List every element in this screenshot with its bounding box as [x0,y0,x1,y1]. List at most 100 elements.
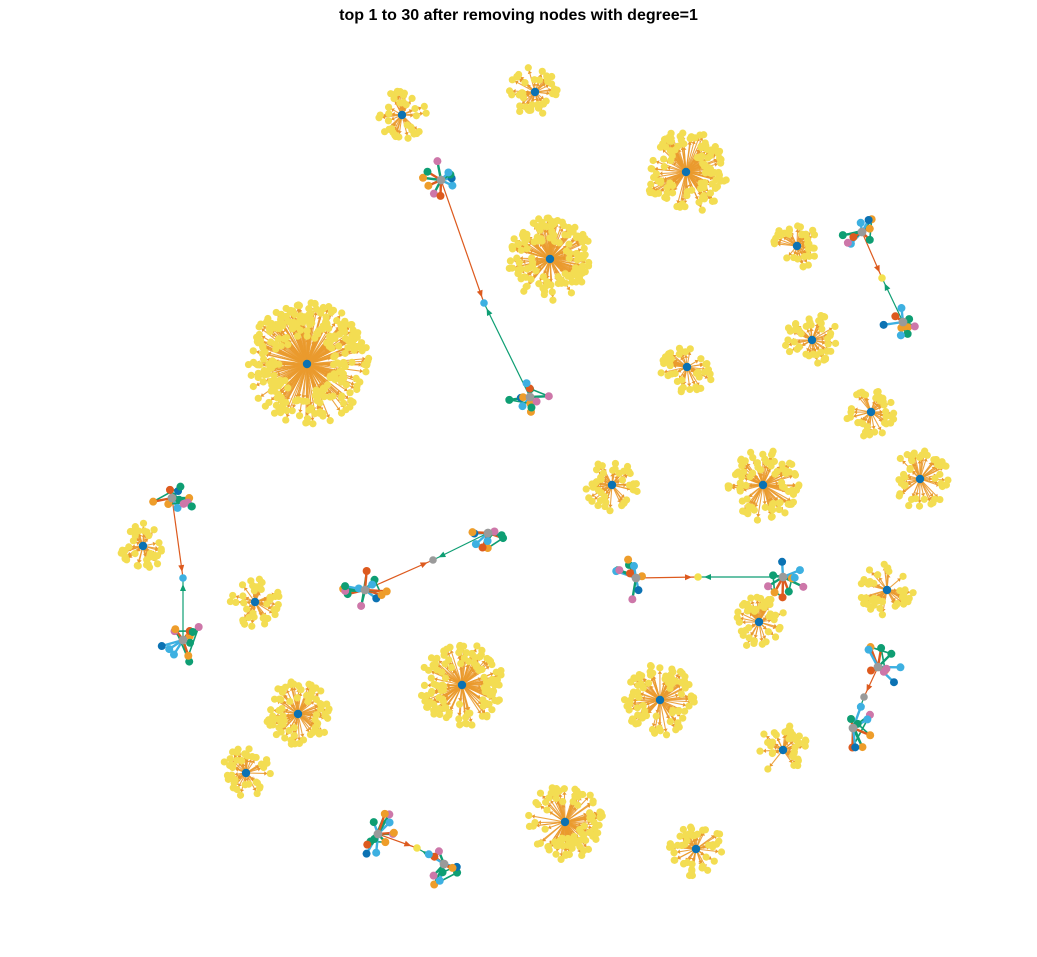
star-edge-arrow [821,336,825,342]
cluster-node [385,818,394,827]
leaf-node [387,90,395,98]
cluster-node [186,638,195,647]
hub-node [778,745,788,755]
leaf-node [795,343,803,351]
leaf-node [704,866,712,874]
leaf-node [521,79,529,87]
cluster-nodes [612,555,646,604]
star-edge-arrow [795,252,800,256]
star-edge-arrow [657,722,662,726]
star-edge [280,363,308,398]
star-edge-arrow [561,833,566,837]
star-edge-arrow [731,485,735,490]
leaf-node [806,318,814,326]
leaf-node [744,510,752,518]
leaf-node [516,102,524,110]
star-edge-arrow [789,741,794,746]
star-edge-arrow [559,228,564,232]
leaf-node [582,485,590,493]
leaf-node [538,67,546,75]
cluster-node [171,625,180,634]
leaf-node [274,600,282,609]
leaf-node [244,360,253,369]
leaf-node [668,680,676,688]
leaf-node [639,701,647,710]
leaf-node [669,706,677,714]
leaf-node [618,502,626,510]
leaf-node [519,230,527,238]
star-component [117,519,165,571]
leaf-node [243,605,251,613]
cluster-node [877,644,886,653]
star-edge-arrow [667,165,671,171]
leaf-node [309,420,317,428]
leaf-node [700,131,708,139]
cluster-nodes [468,527,508,553]
star-edge-arrow [256,382,260,387]
leaf-node [427,674,435,682]
leaf-node [277,405,285,413]
leaf-node [769,506,777,514]
leaf-node [525,106,533,115]
leaf-node [905,501,913,510]
cluster-node [851,743,860,752]
leaf-node [795,739,803,747]
leaf-node [683,837,691,845]
leaf-node [590,818,598,826]
leaf-node [550,85,559,93]
cluster-node [194,622,203,631]
leaf-node [575,265,583,273]
leaf-node [784,500,792,508]
leaf-node [255,361,264,369]
star-edge-arrow [256,592,261,596]
star-edge-arrow [534,256,538,261]
leaf-node [562,851,570,859]
hub-node [293,709,303,719]
cluster-node [624,555,633,564]
star-component [226,575,283,630]
leaf-node [508,243,516,251]
leaf-node [305,305,313,313]
star-edge-arrow [537,820,542,825]
cluster-node [849,233,858,242]
leaf-node [552,850,560,858]
leaf-node [739,459,747,467]
star-edge-arrow [548,87,552,93]
star-edge-arrow [816,331,820,335]
star-edge-arrow [588,825,592,830]
cluster-center-node [373,829,383,839]
cluster-node [187,502,196,511]
leaf-node [677,388,685,396]
leaf-node [256,784,264,792]
cluster-node [362,566,371,575]
leaf-node [440,651,448,659]
leaf-node [736,479,744,487]
leaf-node [766,600,774,609]
leaf-node [259,614,267,622]
leaf-node [267,706,275,714]
leaf-node [433,681,441,690]
star-edge-arrow [327,390,332,394]
leaf-node [296,326,305,334]
leaf-node [254,394,262,402]
star-edge-arrow [715,849,719,854]
leaf-node [667,134,675,142]
star-edge [461,684,473,726]
cluster-node [897,304,906,313]
leaf-node [882,408,890,416]
cluster-node [380,809,389,818]
leaf-node [436,710,444,719]
star-edge-arrow [680,356,685,361]
leaf-node [565,240,573,248]
cluster-node [341,582,350,591]
leaf-node [770,616,778,624]
leaf-node [620,696,629,704]
bridge-edge [440,179,485,304]
leaf-node [700,179,709,187]
leaf-node [534,223,542,231]
star-edge-arrow [257,767,261,772]
leaf-node [818,325,826,333]
leaf-node [558,835,567,844]
star-edge-arrow [812,348,817,352]
leaf-node [233,748,241,757]
